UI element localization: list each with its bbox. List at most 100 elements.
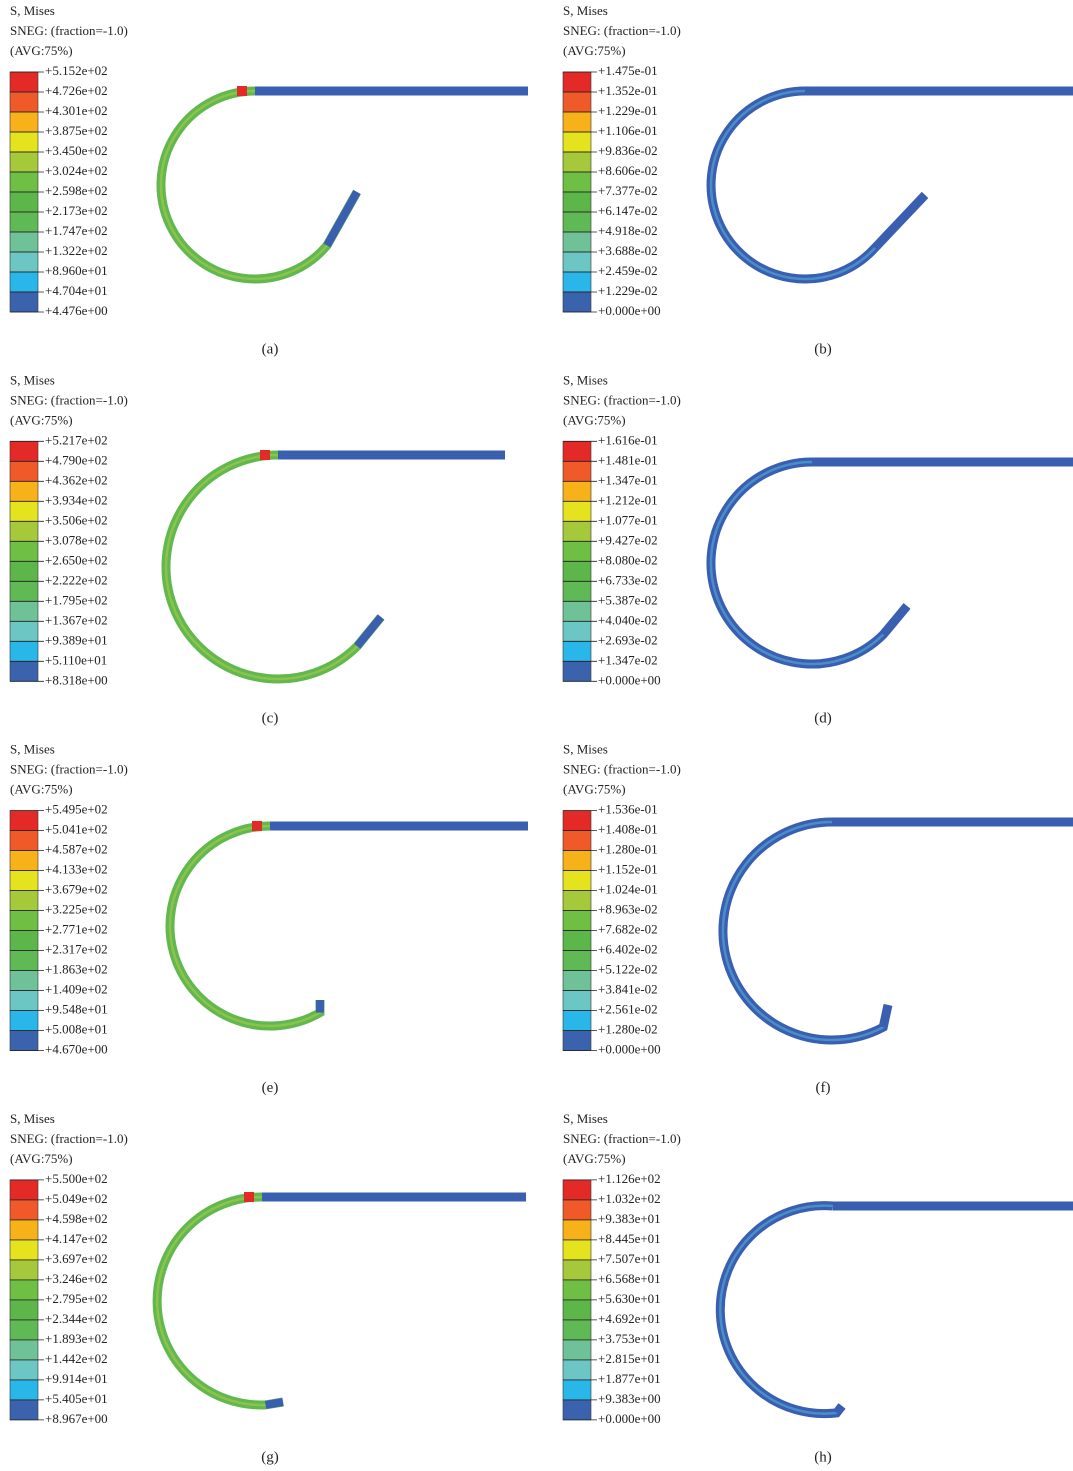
legend-label: +3.679e+02 — [45, 882, 108, 897]
legend-subtitle: SNEG: (fraction=-1.0) — [10, 1131, 128, 1146]
legend-swatch — [563, 72, 591, 92]
legend-subtitle: SNEG: (fraction=-1.0) — [563, 762, 681, 777]
legend-label: +4.147e+02 — [45, 1231, 108, 1246]
legend-swatch — [563, 521, 591, 541]
legend-label: +9.914e+01 — [45, 1371, 108, 1386]
legend-label: +1.747e+02 — [45, 223, 108, 238]
legend-label: +1.442e+02 — [45, 1351, 108, 1366]
legend-label: +9.548e+01 — [45, 1002, 108, 1017]
figure: S, Mises SNEG: (fraction=-1.0) (AVG:75%) +5… — [0, 0, 1073, 1471]
legend-swatch — [563, 232, 591, 252]
legend-subtitle: SNEG: (fraction=-1.0) — [10, 23, 128, 38]
legend-label: +3.506e+02 — [45, 512, 108, 527]
pipe-bend-highlight — [157, 1197, 283, 1405]
legend-label: +1.409e+02 — [45, 982, 108, 997]
legend-swatch — [10, 891, 38, 911]
legend-swatch — [563, 561, 591, 581]
legend-swatch — [563, 172, 591, 192]
legend-swatch — [10, 561, 38, 581]
legend-label: +2.815e+01 — [598, 1351, 661, 1366]
legend-swatch — [563, 441, 591, 461]
legend-averaging: (AVG:75%) — [10, 412, 73, 427]
stress-peak — [260, 450, 270, 460]
legend-averaging: (AVG:75%) — [10, 1151, 73, 1166]
caption: (d) — [814, 711, 832, 727]
pipe-bend-highlight — [720, 1206, 842, 1414]
legend-label: +8.963e-02 — [598, 902, 658, 917]
legend-subtitle: SNEG: (fraction=-1.0) — [563, 1131, 681, 1146]
legend-subtitle: SNEG: (fraction=-1.0) — [563, 392, 681, 407]
legend-label: +8.318e+00 — [45, 672, 108, 687]
legend-label: +2.317e+02 — [45, 942, 108, 957]
legend-label: +0.000e+00 — [598, 303, 661, 318]
legend-label: +6.402e-02 — [598, 942, 658, 957]
legend-label: +4.790e+02 — [45, 452, 108, 467]
legend-swatch — [563, 931, 591, 951]
legend-swatch — [563, 601, 591, 621]
legend-swatch — [10, 1260, 38, 1280]
legend-swatch — [10, 1400, 38, 1420]
legend-label: +4.692e+01 — [598, 1311, 661, 1326]
legend-label: +1.367e+02 — [45, 612, 108, 627]
legend-label: +9.383e+00 — [598, 1391, 661, 1406]
legend-label: +5.041e+02 — [45, 822, 108, 837]
panel: S, MisesSNEG: (fraction=-1.0)(AVG:75%)+5… — [10, 1111, 526, 1465]
legend-swatch — [10, 971, 38, 991]
legend-label: +4.301e+02 — [45, 103, 108, 118]
legend-averaging: (AVG:75%) — [563, 1151, 626, 1166]
stress-peak — [252, 821, 262, 831]
pipe-bend — [720, 1206, 842, 1414]
legend-label: +5.405e+01 — [45, 1391, 108, 1406]
legend-swatch — [10, 461, 38, 481]
legend-label: +3.875e+02 — [45, 123, 108, 138]
caption: (g) — [261, 1449, 279, 1465]
legend-swatch — [10, 601, 38, 621]
legend-swatch — [10, 441, 38, 461]
legend-swatch — [10, 1031, 38, 1051]
legend-label: +4.133e+02 — [45, 862, 108, 877]
legend-swatch — [563, 1260, 591, 1280]
legend-label: +7.682e-02 — [598, 922, 658, 937]
legend-swatch — [10, 1300, 38, 1320]
legend-swatch — [10, 621, 38, 641]
legend-swatch — [563, 252, 591, 272]
legend-swatch — [563, 272, 591, 292]
legend-label: +3.841e-02 — [598, 982, 658, 997]
legend-swatch — [10, 1380, 38, 1400]
legend-swatch — [10, 871, 38, 891]
legend-label: +8.960e+01 — [45, 263, 108, 278]
legend-label: +5.110e+01 — [45, 652, 107, 667]
legend-label: +4.670e+00 — [45, 1042, 108, 1057]
legend-swatch — [10, 192, 38, 212]
legend-label: +8.967e+00 — [45, 1411, 108, 1426]
legend-label: +1.408e-01 — [598, 822, 658, 837]
legend-label: +5.008e+01 — [45, 1022, 108, 1037]
legend-label: +1.863e+02 — [45, 962, 108, 977]
pipe-bend — [711, 91, 925, 279]
legend-label: +0.000e+00 — [598, 1411, 661, 1426]
legend-label: +8.080e-02 — [598, 552, 658, 567]
legend-label: +1.152e-01 — [598, 862, 658, 877]
legend-swatch — [563, 1320, 591, 1340]
legend-label: +1.322e+02 — [45, 243, 108, 258]
legend-swatch — [10, 951, 38, 971]
legend-swatch — [563, 481, 591, 501]
legend-swatch — [10, 1180, 38, 1200]
caption: (e) — [262, 1080, 279, 1096]
legend-label: +5.387e-02 — [598, 592, 658, 607]
legend-label: +9.836e-02 — [598, 143, 658, 158]
legend-label: +7.507e+01 — [598, 1251, 661, 1266]
legend-subtitle: SNEG: (fraction=-1.0) — [10, 392, 128, 407]
legend-label: +2.222e+02 — [45, 572, 108, 587]
legend-swatch — [10, 1200, 38, 1220]
legend-swatch — [563, 911, 591, 931]
legend-label: +6.147e-02 — [598, 203, 658, 218]
legend-label: +1.536e-01 — [598, 802, 658, 817]
legend-label: +6.733e-02 — [598, 572, 658, 587]
pipe-tail — [883, 1005, 888, 1027]
legend-title: S, Mises — [563, 3, 608, 18]
legend-swatch — [10, 1320, 38, 1340]
panel: S, MisesSNEG: (fraction=-1.0)(AVG:75%)+5… — [10, 372, 505, 726]
legend-swatch — [10, 991, 38, 1011]
